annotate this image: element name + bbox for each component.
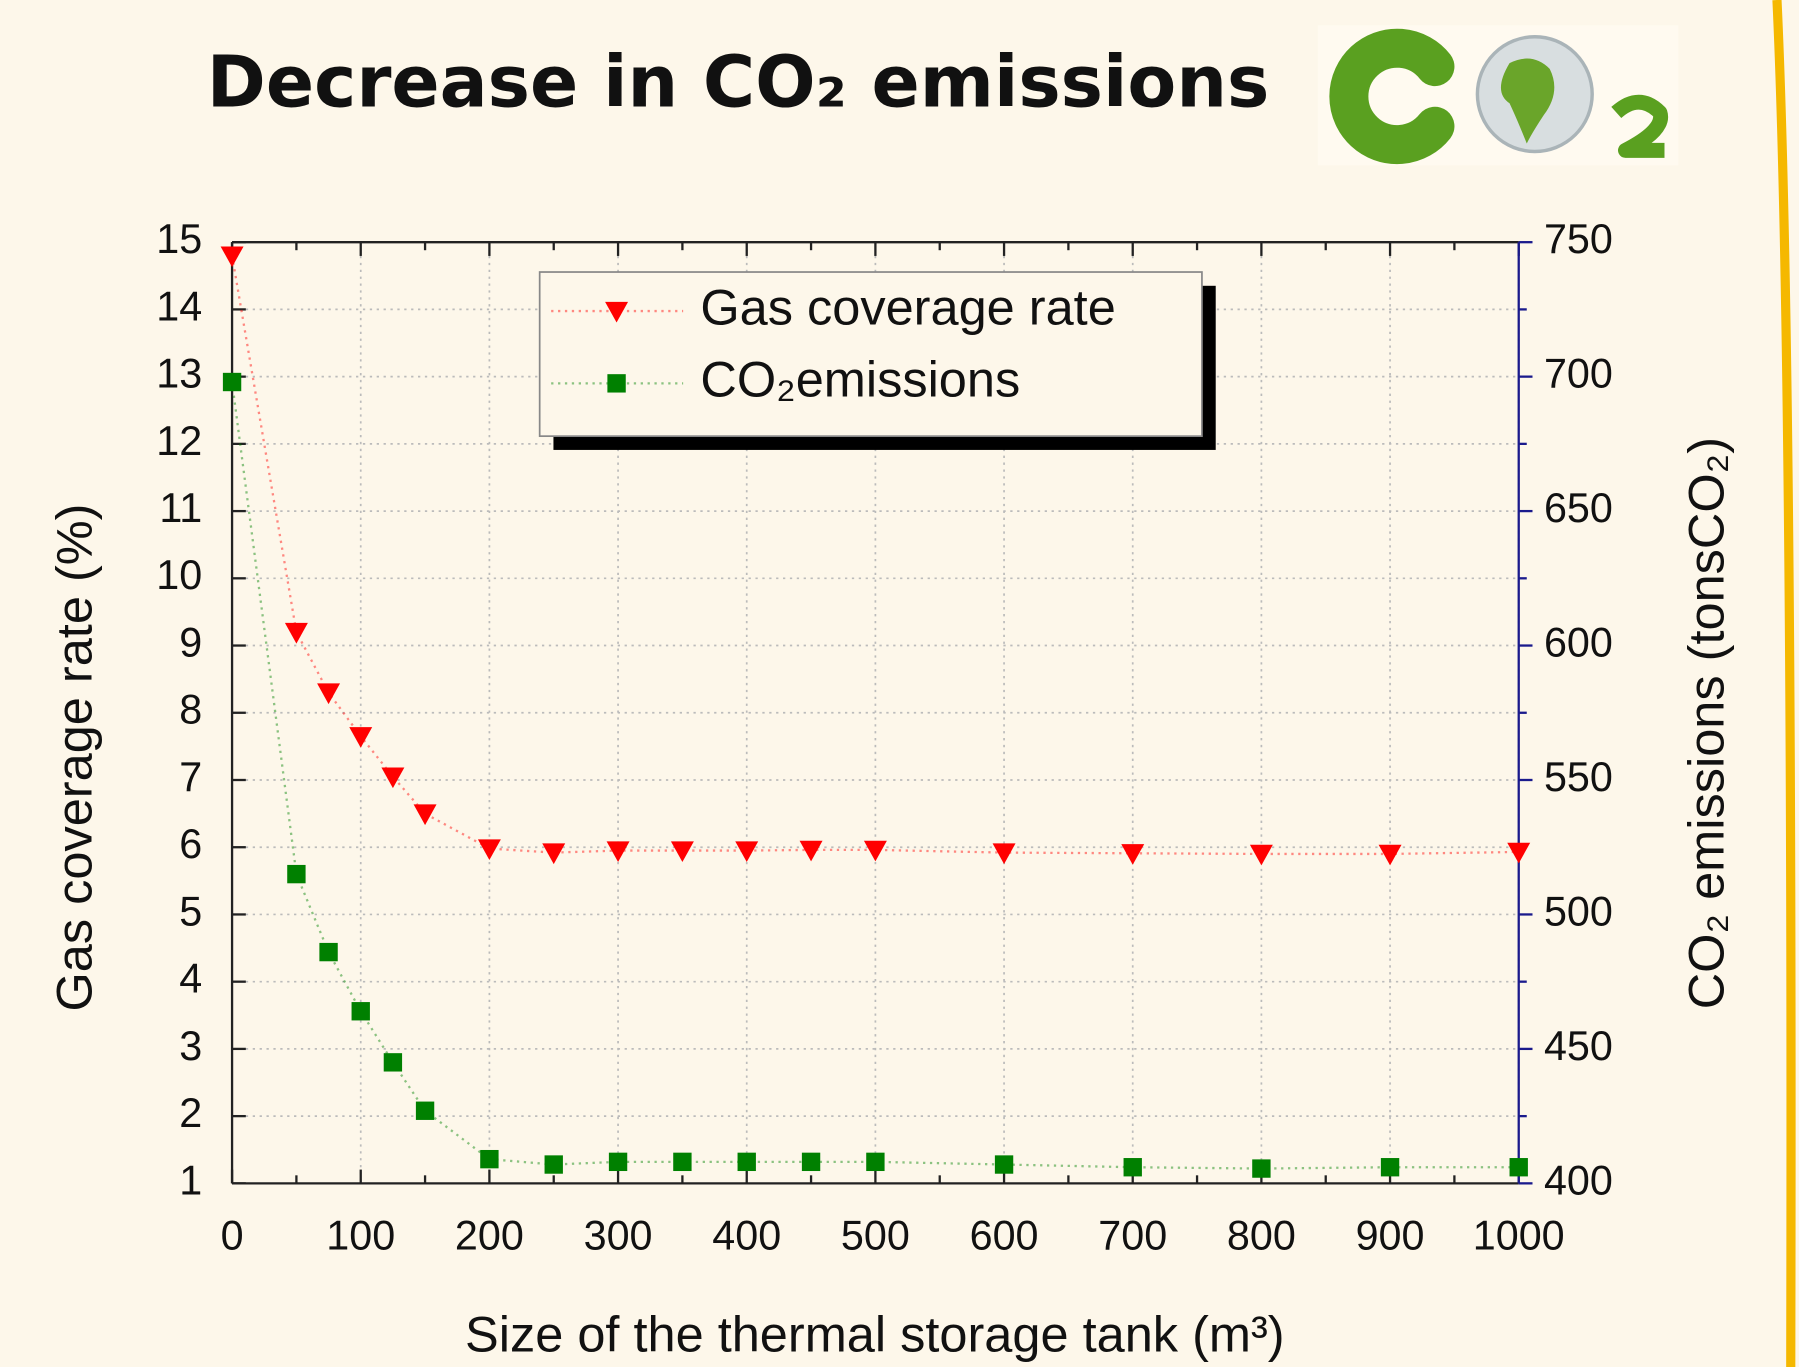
y2-tick-label: 500 [1544,888,1613,934]
y-tick-label: 4 [179,956,202,1002]
y-tick-label: 5 [179,888,202,934]
marker [416,1102,434,1120]
marker [1510,1158,1528,1176]
y-tick-label: 2 [179,1090,202,1136]
x-tick-label: 300 [584,1212,653,1258]
y-tick-label: 14 [156,283,202,329]
marker [609,1153,627,1171]
x-tick-label: 1000 [1473,1212,1565,1258]
marker [607,374,625,392]
marker [319,943,337,961]
marker [352,1002,370,1020]
legend-label: CO₂emissions [700,351,1020,408]
y2-axis-title: CO₂ emissions (tonsCO₂) [1678,437,1735,1009]
x-tick-label: 600 [970,1212,1039,1258]
marker [866,1153,884,1171]
marker [673,1153,691,1171]
marker [1381,1158,1399,1176]
marker [802,1153,820,1171]
chart: Decrease in CO₂ emissions 0 100 200 300 400 5… [0,0,1799,1367]
y-tick-label: 10 [156,552,202,598]
y2-tick-label: 750 [1544,216,1613,262]
marker [384,1053,402,1071]
legend: Gas coverage rate CO₂emissions [540,272,1216,450]
y2-tick-label: 450 [1544,1023,1613,1069]
co2-logo [1318,25,1678,165]
x-tick-label: 800 [1227,1212,1296,1258]
marker [223,373,241,391]
marker [480,1150,498,1168]
y-tick-label: 7 [179,754,202,800]
y2-tick-label: 400 [1544,1157,1613,1203]
marker [738,1153,756,1171]
marker [287,865,305,883]
y2-tick-label: 700 [1544,351,1613,397]
y-tick-label: 6 [179,821,202,867]
marker [995,1155,1013,1173]
y-tick-label: 8 [179,687,202,733]
marker [1252,1159,1270,1177]
background [0,0,1799,1367]
x-tick-label: 400 [712,1212,781,1258]
y2-tick-label: 650 [1544,485,1613,531]
x-tick-label: 100 [326,1212,395,1258]
marker [545,1155,563,1173]
y2-tick-label: 550 [1544,754,1613,800]
y-tick-label: 1 [179,1157,202,1203]
x-tick-label: 500 [841,1212,910,1258]
chart-title: Decrease in CO₂ emissions [207,41,1270,124]
y2-tick-label: 600 [1544,619,1613,665]
legend-label: Gas coverage rate [700,278,1115,335]
y-tick-label: 15 [156,216,202,262]
x-tick-label: 700 [1098,1212,1167,1258]
y-tick-label: 3 [179,1023,202,1069]
marker [1124,1158,1142,1176]
y-tick-label: 13 [156,351,202,397]
x-tick-label: 200 [455,1212,524,1258]
x-axis-title: Size of the thermal storage tank (m³) [465,1306,1285,1363]
x-tick-label: 0 [221,1212,244,1258]
x-tick-label: 900 [1356,1212,1425,1258]
y-tick-label: 12 [156,418,202,464]
y-tick-label: 9 [179,619,202,665]
y-axis-title: Gas coverage rate (%) [46,504,103,1012]
y-tick-label: 11 [159,485,202,531]
